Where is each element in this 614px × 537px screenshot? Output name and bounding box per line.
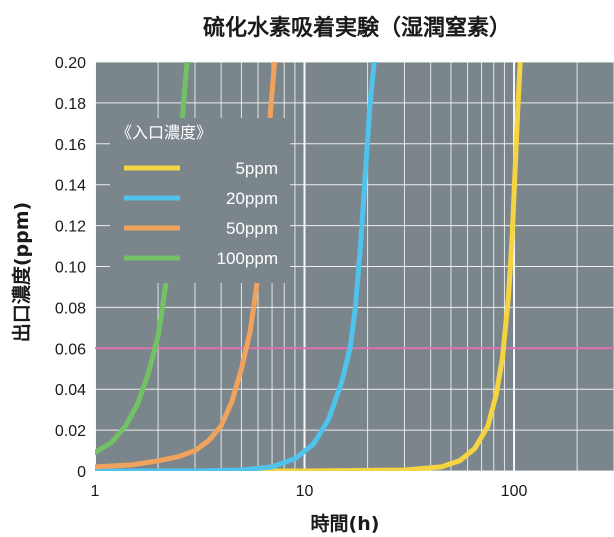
y-tick-label: 0.10 [55, 260, 86, 277]
legend-label-100ppm: 100ppm [217, 249, 278, 268]
y-tick-label: 0.18 [55, 96, 86, 113]
legend-label-20ppm: 20ppm [226, 189, 278, 208]
y-tick-label: 0.04 [55, 382, 86, 399]
y-tick-label: 0.12 [55, 219, 86, 236]
series-line-20ppm [95, 62, 377, 471]
y-tick-label: 0.08 [55, 300, 86, 317]
x-axis-label: 時間(h) [311, 513, 380, 535]
y-tick-label: 0 [77, 464, 86, 481]
y-tick-label: 0.06 [55, 341, 86, 358]
y-tick-label: 0.14 [55, 178, 86, 195]
y-tick-label: 0.16 [55, 137, 86, 154]
y-tick-label: 0.02 [55, 423, 86, 440]
y-tick-label: 0.20 [55, 55, 86, 72]
x-tick-label: 100 [501, 483, 528, 500]
series-line-5ppm [95, 62, 523, 471]
legend: 《入口濃度》 5ppm 20ppm 50ppm 100ppm [110, 118, 290, 283]
chart-title: 硫化水素吸着実験（湿潤窒素） [203, 15, 511, 41]
x-tick-label: 1 [91, 483, 100, 500]
x-tick-label: 10 [296, 483, 314, 500]
legend-label-5ppm: 5ppm [235, 159, 278, 178]
legend-title: 《入口濃度》 [116, 123, 212, 142]
y-tick-labels: 0 0.02 0.04 0.06 0.08 0.10 0.12 0.14 0.16 0.18 0.2… [55, 55, 86, 481]
x-tick-labels: 1 10 100 [91, 483, 528, 500]
legend-label-50ppm: 50ppm [226, 219, 278, 238]
y-axis-label: 出口濃度(ppm) [10, 202, 33, 342]
